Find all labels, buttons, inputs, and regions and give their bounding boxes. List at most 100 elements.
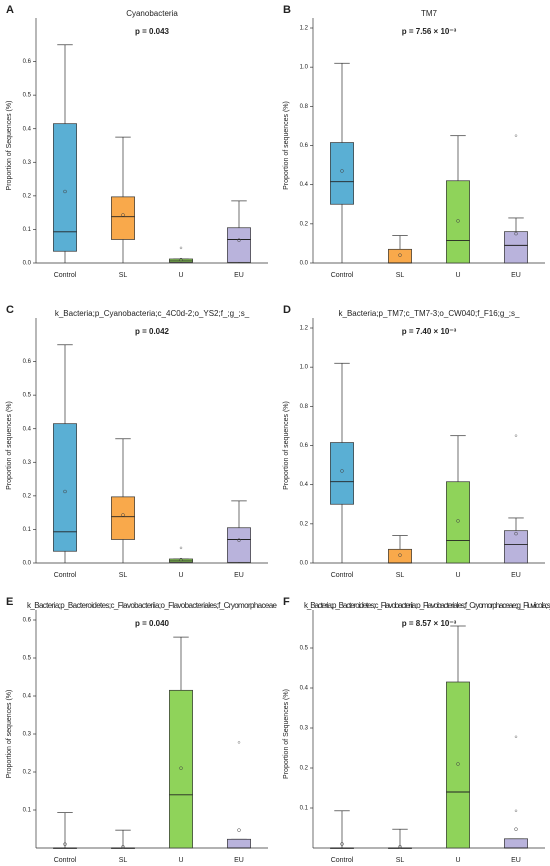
box (388, 248, 412, 264)
mean (179, 257, 183, 262)
y-axis-label: Proportion of Sequences (%) (283, 689, 290, 779)
panel-title: k_Bacteria;p_Cyanobacteria;c_4C0d-2;o_YS… (55, 309, 250, 318)
y-tick-label: 0.3 (23, 460, 32, 466)
x-tick-label: EU (234, 272, 244, 279)
box (388, 548, 412, 564)
y-tick-label: 0.1 (23, 227, 32, 233)
y-axis-label: Proportion of sequences (%) (6, 690, 13, 779)
mean (514, 827, 518, 831)
x-tick-label: U (455, 572, 460, 579)
x-tick-label: SL (396, 572, 405, 579)
y-tick-label: 1.0 (300, 65, 309, 71)
mean (398, 845, 402, 849)
p-value: p = 0.040 (135, 619, 170, 628)
y-tick-label: 0.6 (23, 359, 32, 365)
y-tick-label: 1.0 (300, 365, 309, 371)
panel-label: A (6, 4, 14, 16)
mean (514, 531, 518, 536)
panel-title: Cyanobacteria (126, 9, 178, 18)
y-tick-label: 0.4 (300, 686, 309, 692)
y-tick-label: 0.2 (300, 521, 309, 527)
y-tick-label: 0.0 (300, 561, 309, 567)
y-tick-label: 0.4 (300, 482, 309, 488)
y-tick-label: 0.1 (300, 806, 309, 812)
mean (456, 762, 460, 766)
box (504, 231, 528, 264)
outlier (237, 741, 241, 744)
y-tick-label: 0.5 (23, 93, 32, 99)
x-tick-label: EU (511, 857, 521, 864)
mean (121, 845, 125, 849)
y-tick-label: 0.1 (23, 808, 32, 814)
x-tick-label: SL (396, 857, 405, 864)
mean (179, 766, 183, 770)
mean (514, 231, 518, 236)
y-tick-label: 0.0 (300, 261, 309, 267)
x-tick-label: SL (396, 272, 405, 279)
y-axis-label: Proportion of sequences (%) (283, 101, 290, 190)
panel-title: TM7 (421, 9, 438, 18)
x-tick-label: SL (119, 857, 128, 864)
panel-title: k_Bacteria;p_Bacteroidetes;c_Flavobacter… (304, 601, 550, 610)
y-tick-label: 0.4 (300, 182, 309, 188)
y-tick-label: 1.2 (300, 326, 309, 332)
box (53, 423, 77, 552)
y-tick-label: 0.8 (300, 104, 309, 110)
mean (63, 189, 67, 194)
mean (237, 828, 241, 832)
y-tick-label: 0.5 (23, 656, 32, 662)
y-tick-label: 0.3 (300, 726, 309, 732)
y-tick-label: 0.2 (23, 770, 32, 776)
box (227, 527, 251, 563)
y-tick-label: 0.1 (23, 527, 32, 533)
mean (121, 513, 125, 517)
panel-label: F (283, 596, 290, 608)
outlier (514, 134, 518, 137)
box (504, 838, 528, 849)
mean (237, 238, 241, 242)
y-tick-label: 0.5 (23, 393, 32, 399)
p-value: p = 0.042 (135, 327, 170, 336)
mean (340, 469, 344, 473)
mean (398, 553, 402, 557)
y-tick-label: 0.6 (23, 59, 32, 65)
mean (340, 169, 344, 173)
mean (237, 538, 241, 542)
x-tick-label: Control (54, 572, 77, 579)
y-axis-label: Proportion of Sequences (%) (6, 101, 13, 191)
x-tick-label: Control (54, 272, 77, 279)
y-tick-label: 0.6 (300, 143, 309, 149)
y-tick-label: 0.4 (23, 694, 32, 700)
y-tick-label: 1.2 (300, 26, 309, 32)
y-tick-label: 0.6 (23, 618, 32, 624)
mean (398, 253, 402, 257)
panel-label: B (283, 4, 291, 16)
panel-label: C (6, 304, 14, 316)
x-tick-label: U (178, 857, 183, 864)
y-tick-label: 0.3 (23, 732, 32, 738)
y-tick-label: 0.0 (23, 261, 32, 267)
x-tick-label: SL (119, 272, 128, 279)
x-tick-label: Control (331, 572, 354, 579)
mean (121, 213, 125, 217)
outlier (514, 735, 518, 739)
x-tick-label: U (455, 857, 460, 864)
box (330, 142, 354, 205)
mean (179, 557, 183, 562)
x-tick-label: Control (331, 272, 354, 279)
y-axis-label: Proportion of sequences (%) (283, 401, 290, 490)
y-tick-label: 0.4 (23, 126, 32, 132)
x-tick-label: U (178, 272, 183, 279)
x-tick-label: SL (119, 572, 128, 579)
p-value: p = 7.56 × 10⁻³ (402, 27, 457, 36)
mean (63, 842, 67, 846)
p-value: p = 7.40 × 10⁻³ (402, 327, 457, 336)
y-tick-label: 0.4 (23, 426, 32, 432)
box (111, 496, 135, 540)
y-axis-label: Proportion of sequences (%) (6, 401, 13, 490)
y-tick-label: 0.2 (23, 493, 32, 499)
x-tick-label: EU (234, 572, 244, 579)
y-tick-label: 0.5 (300, 646, 309, 652)
y-tick-label: 0.3 (23, 160, 32, 166)
y-tick-label: 0.2 (300, 221, 309, 227)
